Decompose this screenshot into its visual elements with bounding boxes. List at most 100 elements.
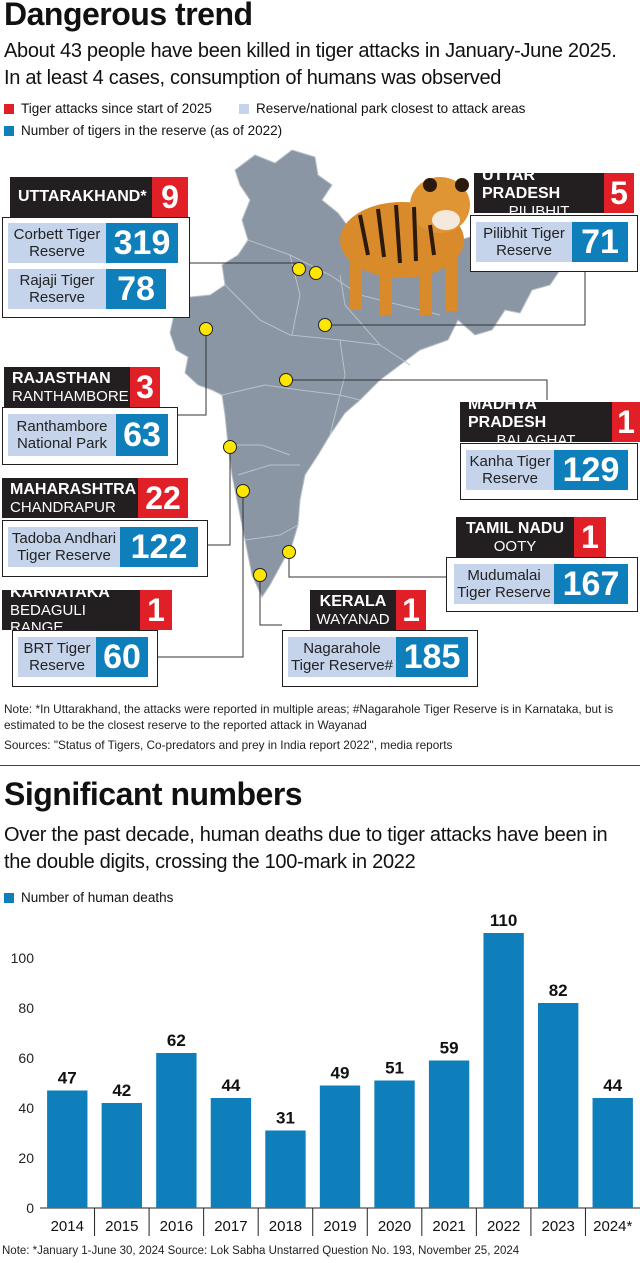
- tiger-count: 60: [96, 637, 148, 677]
- bar-data-label: 44: [603, 1076, 622, 1095]
- x-tick-label: 2024*: [593, 1218, 632, 1235]
- reserve-row: Nagarahole Tiger Reserve# 185: [288, 637, 468, 677]
- reserve-name: Rajaji Tiger Reserve: [8, 269, 106, 309]
- attack-count: 1: [574, 517, 606, 557]
- card-tamil-nadu-header: TAMIL NADU OOTY 1: [456, 517, 606, 557]
- reserve-name: Ranthambore National Park: [8, 414, 116, 456]
- state-name: KERALA: [319, 592, 387, 610]
- tiger-count: 319: [106, 223, 178, 263]
- bar-data-label: 31: [276, 1109, 295, 1128]
- section2-subtitle: Over the past decade, human deaths due t…: [4, 824, 608, 873]
- x-tick-label: 2019: [323, 1218, 356, 1235]
- reserve-row: Ranthambore National Park 63: [8, 414, 168, 456]
- legend-reserve: Reserve/national park closest to attack …: [239, 101, 525, 116]
- x-tick-label: 2020: [378, 1218, 411, 1235]
- tiger-count: 78: [106, 269, 166, 309]
- x-tick-label: 2017: [214, 1218, 247, 1235]
- tiger-count: 122: [120, 527, 198, 567]
- tiger-count: 129: [554, 450, 628, 490]
- attack-count: 1: [612, 402, 640, 442]
- reserve-name: Tadoba Andhari Tiger Reserve: [8, 527, 120, 567]
- bar: [538, 1003, 579, 1208]
- reserve-name: Nagarahole Tiger Reserve#: [288, 637, 396, 677]
- bar-data-label: 82: [549, 981, 568, 1000]
- bar: [374, 1080, 415, 1208]
- y-tick-label: 60: [18, 1050, 34, 1066]
- map-note: Note: *In Uttarakhand, the attacks were …: [4, 702, 614, 732]
- bar: [592, 1098, 633, 1208]
- card-kerala-header: KERALA WAYANAD 1: [310, 590, 426, 630]
- reserve-row: Corbett Tiger Reserve 319: [8, 223, 178, 263]
- page-subtitle: About 43 people have been killed in tige…: [4, 40, 617, 89]
- x-tick-label: 2018: [269, 1218, 302, 1235]
- card-uttar-pradesh-header: UTTAR PRADESH PILIBHIT 5: [474, 167, 634, 220]
- x-tick-label: 2015: [105, 1218, 138, 1235]
- card-maharashtra-header: MAHARASHTRA CHANDRAPUR 22: [2, 478, 188, 518]
- legend-tigers: Number of tigers in the reserve (as of 2…: [4, 123, 282, 138]
- state-name: MADHYA PRADESH: [468, 395, 547, 431]
- legend-reserve-label: Reserve/national park closest to attack …: [256, 101, 526, 116]
- map-sources: Sources: "Status of Tigers, Co-predators…: [4, 738, 453, 752]
- district-name: CHANDRAPUR: [10, 498, 116, 516]
- tiger-count: 71: [572, 222, 628, 262]
- tiger-stripes: [358, 204, 436, 264]
- bar: [47, 1090, 88, 1208]
- legend-attacks: Tiger attacks since start of 2025: [4, 101, 212, 116]
- card-uttarakhand-header: UTTARAKHAND* 9: [10, 177, 188, 217]
- state-name: KARNATAKA: [10, 584, 110, 601]
- legend-tigers-label: Number of tigers in the reserve (as of 2…: [21, 123, 283, 138]
- state-name: RAJASTHAN: [12, 369, 111, 387]
- reserve-row: BRT Tiger Reserve 60: [18, 637, 148, 677]
- reserve-row: Tadoba Andhari Tiger Reserve 122: [8, 527, 198, 567]
- reserve-row: Kanha Tiger Reserve 129: [466, 450, 628, 490]
- bar-data-label: 51: [385, 1059, 404, 1078]
- chart-legend-swatch: [4, 892, 14, 903]
- chart-legend-label: Number of human deaths: [21, 890, 174, 905]
- bar-data-label: 47: [58, 1069, 77, 1088]
- y-tick-label: 100: [11, 950, 35, 966]
- attack-count: 9: [152, 177, 188, 217]
- bar-data-label: 44: [221, 1076, 240, 1095]
- attack-count: 5: [604, 173, 634, 213]
- legend-light-blue-swatch: [239, 103, 249, 114]
- district-name: WAYANAD: [316, 610, 390, 628]
- tiger-count: 167: [554, 564, 628, 604]
- x-tick-label: 2023: [541, 1218, 574, 1235]
- bar: [101, 1103, 142, 1208]
- x-tick-label: 2014: [51, 1218, 84, 1235]
- y-tick-label: 40: [18, 1100, 34, 1116]
- tiger-count: 185: [396, 637, 468, 677]
- reserve-name: Corbett Tiger Reserve: [8, 223, 106, 263]
- reserve-row: Mudumalai Tiger Reserve 167: [454, 564, 628, 604]
- bar-data-label: 62: [167, 1031, 186, 1050]
- legend-attacks-label: Tiger attacks since start of 2025: [21, 101, 212, 116]
- bar: [156, 1053, 197, 1208]
- state-name: TAMIL NADU: [465, 519, 565, 537]
- chart-footnote: Note: *January 1-June 30, 2024 Source: L…: [2, 1245, 520, 1257]
- reserve-name: Kanha Tiger Reserve: [466, 450, 554, 490]
- legend-blue-swatch: [4, 125, 14, 136]
- legend-red-swatch: [4, 103, 14, 114]
- card-karnataka-header: KARNATAKA BEDAGULI RANGE 1: [2, 584, 172, 636]
- state-name: MAHARASHTRA: [10, 480, 137, 498]
- attack-count: 1: [140, 590, 172, 630]
- bar: [265, 1130, 306, 1208]
- bar: [319, 1085, 361, 1208]
- deaths-bar-chart: 0 20 40 60 80 100 47 2014 42 2015 62 2016 44 2017 31 20…: [11, 911, 640, 1236]
- x-tick-label: 2022: [487, 1218, 520, 1235]
- attack-count: 22: [138, 478, 188, 518]
- page-title: Dangerous trend: [4, 0, 253, 32]
- section-divider: [0, 765, 640, 766]
- bar-data-label: 42: [112, 1081, 131, 1100]
- tiger-illustration: [340, 177, 470, 315]
- district-name: OOTY: [493, 537, 537, 555]
- state-name: UTTARAKHAND*: [18, 188, 147, 205]
- attack-location-dots: [199, 262, 332, 582]
- attack-count: 1: [396, 590, 426, 630]
- chart-legend: Number of human deaths: [4, 890, 173, 905]
- y-tick-label: 20: [18, 1150, 34, 1166]
- card-rajasthan-header: RAJASTHAN RANTHAMBORE 3: [4, 367, 160, 407]
- bar-data-label: 49: [331, 1064, 350, 1083]
- bar-data-label: 59: [440, 1039, 459, 1058]
- attack-count: 3: [130, 367, 160, 407]
